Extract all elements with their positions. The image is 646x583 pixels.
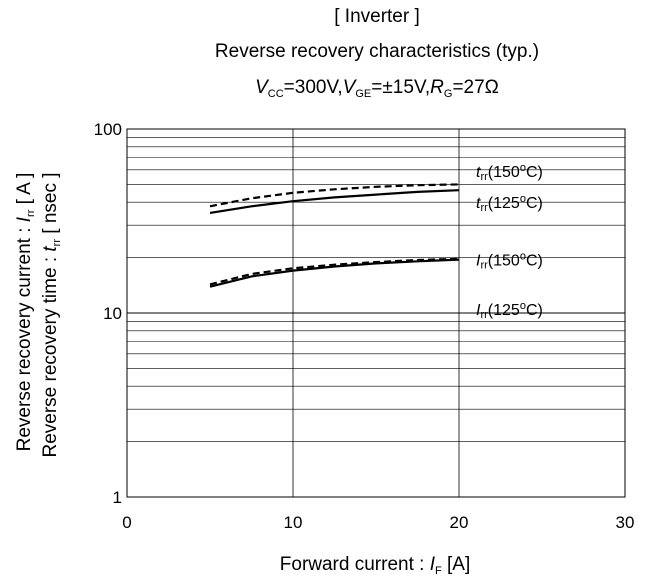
y2-sub: rr [51, 239, 63, 247]
series-line [209, 258, 460, 288]
x-axis-label-text: Forward current : [280, 554, 430, 575]
x-tick-label: 10 [284, 513, 303, 532]
y1-sub: rr [25, 209, 37, 217]
vcc-value: =300V, [284, 77, 343, 98]
series-layer [209, 183, 460, 288]
series-line [209, 183, 460, 208]
series-label: trr(125oC) [476, 193, 543, 214]
tick-labels: 0 10 20 30 1 10 100 [94, 120, 635, 532]
chart-title: [ Inverter ] [334, 6, 420, 27]
x-tick-label: 0 [122, 513, 131, 532]
series-line [209, 189, 460, 214]
series-labels: trr(150oC) trr(125oC) Irr(150oC) Irr(125oC) [476, 162, 543, 321]
rg-sub: G [444, 88, 453, 100]
series-label: trr(150oC) [476, 162, 543, 183]
y2-symbol: t [40, 246, 61, 252]
x-axis-unit: [A] [442, 554, 471, 575]
y-axis-label-time: Reverse recovery time : trr [ nsec ] [40, 172, 63, 457]
x-axis-symbol: I [430, 554, 436, 575]
y1-unit: [ A ] [14, 173, 35, 210]
plot-frame [126, 128, 626, 498]
x-tick-label: 30 [616, 513, 635, 532]
y2-unit: [ nsec ] [40, 172, 61, 239]
rg-symbol: R [430, 77, 444, 98]
test-conditions: VCC=300V,VGE=±15V,RG=27Ω [255, 77, 499, 100]
vge-sub: GE [355, 88, 371, 100]
chart-subtitle: Reverse recovery characteristics (typ.) [215, 41, 539, 62]
y2-text: Reverse recovery time : [40, 252, 61, 458]
series-label: Irr(125oC) [476, 300, 543, 321]
vge-symbol: V [343, 77, 358, 98]
grid [127, 129, 625, 497]
y-tick-label: 1 [113, 488, 122, 507]
series-line [209, 257, 460, 286]
y-axis-label-current: Reverse recovery current : Irr [ A ] [14, 173, 37, 452]
y1-symbol: I [14, 216, 35, 222]
vcc-sub: CC [268, 88, 284, 100]
series-label: Irr(150oC) [476, 251, 543, 272]
x-tick-label: 20 [450, 513, 469, 532]
rg-value: =27Ω [452, 77, 498, 98]
x-axis-label: Forward current : IF [A] [280, 554, 470, 577]
y-tick-label: 10 [103, 304, 122, 323]
vcc-symbol: V [255, 77, 270, 98]
y-tick-label: 100 [94, 120, 122, 139]
vge-value: =±15V, [371, 77, 430, 98]
x-axis-sub: F [435, 565, 442, 577]
y1-text: Reverse recovery current : [14, 222, 35, 451]
